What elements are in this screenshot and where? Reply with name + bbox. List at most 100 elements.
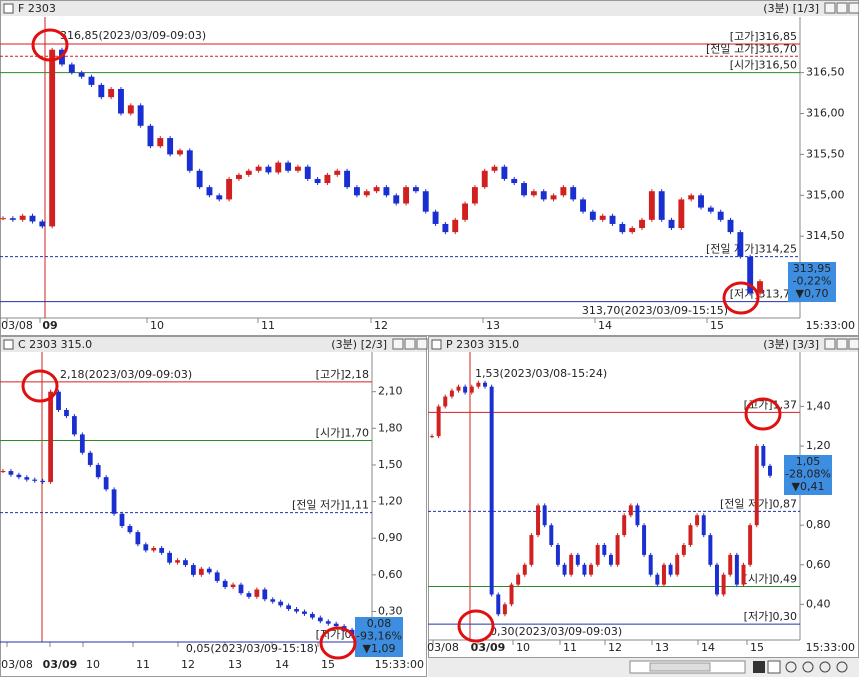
candle — [238, 584, 244, 594]
candle — [608, 554, 613, 565]
candle — [521, 183, 528, 196]
candle — [615, 535, 620, 565]
candle — [183, 560, 188, 566]
candle — [629, 228, 636, 233]
panel-checkbox[interactable] — [3, 3, 14, 14]
candle — [88, 76, 95, 85]
candle — [255, 166, 262, 171]
candle — [542, 505, 547, 526]
window-button[interactable] — [824, 338, 836, 350]
y-tick-label: 314,50 — [806, 229, 845, 242]
candle — [432, 211, 439, 224]
reference-label: [고가]316,85 — [730, 30, 797, 43]
candle — [111, 489, 117, 514]
panel-interval: (3분) — [763, 338, 789, 351]
window-button[interactable] — [392, 338, 404, 350]
candle — [118, 88, 124, 114]
reference-label: [고가]2,18 — [316, 368, 369, 381]
candle — [286, 605, 291, 610]
candle — [191, 565, 196, 575]
candle — [0, 218, 6, 220]
window-button[interactable] — [416, 338, 428, 350]
candle — [19, 215, 26, 220]
reference-label: [고가]1,37 — [744, 398, 797, 411]
x-tick-label: 09 — [42, 319, 57, 332]
candle — [582, 564, 587, 575]
candle — [595, 544, 600, 565]
candle — [688, 525, 693, 545]
candle — [206, 568, 212, 573]
candle — [570, 187, 577, 200]
y-tick-label: 1,80 — [378, 421, 403, 434]
candle — [98, 84, 105, 98]
candle — [628, 505, 633, 516]
candle — [275, 162, 282, 173]
candle — [198, 568, 204, 575]
scroll-thumb[interactable] — [649, 662, 711, 672]
price-box-text: 313,95 — [793, 262, 832, 275]
candle — [147, 125, 154, 147]
panel-page: [3/3] — [793, 338, 819, 351]
candle — [757, 281, 763, 294]
window-button[interactable] — [836, 338, 848, 350]
candle — [314, 178, 321, 184]
candle — [452, 219, 459, 233]
y-tick-label: 1,40 — [806, 399, 831, 412]
settings[interactable] — [836, 661, 848, 673]
candle — [353, 187, 360, 196]
candle — [442, 223, 449, 233]
candle — [16, 474, 22, 478]
panel-checkbox[interactable] — [431, 339, 442, 350]
candle — [560, 187, 567, 196]
annotation: 313,70(2023/03/09-15:15) — [582, 304, 728, 317]
candle — [206, 187, 213, 196]
price-box-text: -28,08% — [785, 468, 831, 481]
candle — [127, 105, 134, 114]
reference-label: [전일 저가]314,25 — [706, 242, 797, 256]
candle — [698, 195, 704, 208]
candle — [658, 191, 665, 220]
window-button[interactable] — [848, 338, 859, 350]
candle — [68, 64, 75, 73]
price-box — [784, 455, 832, 495]
play-button[interactable] — [767, 660, 781, 674]
panel-title: P 2303 315.0 — [446, 338, 519, 351]
candle — [383, 187, 390, 196]
candle — [530, 191, 537, 196]
candle — [701, 515, 706, 536]
panel-title: C 2303 315.0 — [18, 338, 92, 351]
window-button[interactable] — [404, 338, 416, 350]
candle — [569, 554, 574, 575]
candle — [214, 572, 220, 581]
panel-checkbox[interactable] — [3, 339, 14, 350]
zoom-reset[interactable] — [819, 661, 831, 673]
x-tick-label: 14 — [598, 319, 612, 332]
zoom-in[interactable] — [785, 661, 797, 673]
candle — [325, 621, 331, 624]
candle — [443, 396, 448, 407]
candle — [481, 170, 488, 188]
price-box-text: -93,16% — [356, 630, 402, 643]
window-button[interactable] — [824, 2, 836, 14]
candle — [294, 166, 301, 171]
panel-interval: (3분) — [763, 2, 789, 15]
candle — [648, 191, 655, 220]
candle — [668, 219, 675, 229]
candle — [463, 386, 468, 393]
candle — [333, 623, 339, 627]
candle — [549, 525, 554, 545]
stop-button[interactable] — [753, 661, 765, 673]
candle — [137, 105, 144, 126]
candle — [78, 72, 85, 77]
candle — [522, 564, 527, 575]
highlight-circle — [457, 609, 495, 643]
chart-panel: P 2303 315.0 (3분) [3/3] 1,40 1,20 0,80 0,60 0,4… — [427, 336, 859, 658]
x-tick-label: 03/09 — [43, 658, 78, 671]
candle — [430, 436, 434, 438]
annotation: 2,18(2023/03/09-09:03) — [60, 368, 192, 381]
window-button[interactable] — [848, 2, 859, 14]
zoom-out[interactable] — [802, 661, 814, 673]
window-button[interactable] — [836, 2, 848, 14]
candle — [79, 434, 85, 453]
